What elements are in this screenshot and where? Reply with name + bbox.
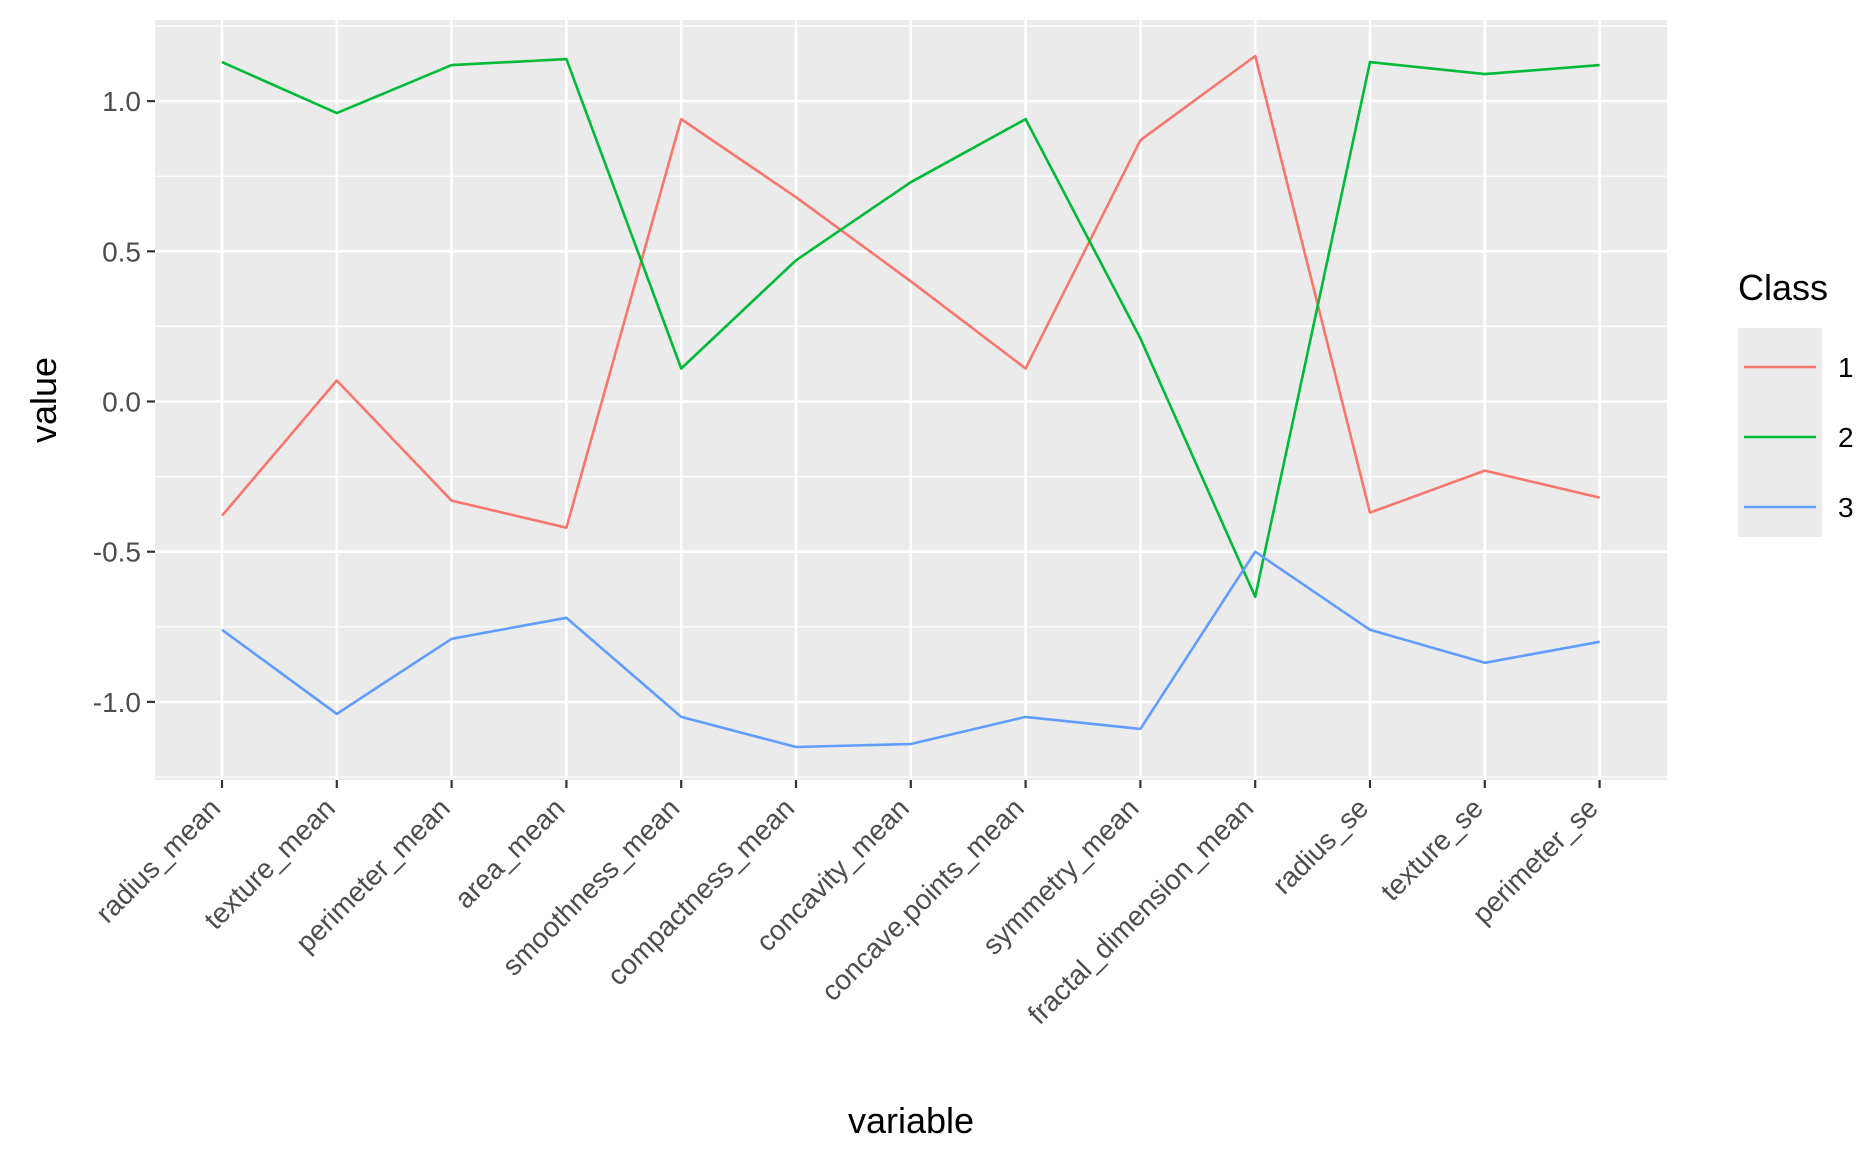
legend-label-1: 1 bbox=[1838, 352, 1854, 383]
legend-items: 1 2 3 bbox=[1744, 352, 1854, 523]
y-tick-label: -0.5 bbox=[93, 537, 141, 568]
y-axis: -1.0 -0.5 0.0 0.5 1.0 bbox=[93, 86, 155, 718]
series-lines bbox=[221, 54, 1600, 749]
x-tick-label: compactness_mean bbox=[601, 792, 800, 991]
major-gridlines bbox=[155, 20, 1667, 780]
y-tick-label: 0.5 bbox=[102, 236, 141, 267]
y-tick-label: 0.0 bbox=[102, 387, 141, 418]
legend-title: Class bbox=[1738, 267, 1828, 308]
x-tick-label: fractal_dimension_mean bbox=[1022, 792, 1260, 1030]
x-axis: radius_meantexture_meanperimeter_meanare… bbox=[90, 780, 1604, 1030]
legend: Class 1 2 3 bbox=[1738, 267, 1854, 537]
x-tick-label: texture_se bbox=[1375, 792, 1489, 906]
series-line-2 bbox=[221, 57, 1600, 599]
series-line-1 bbox=[221, 54, 1600, 530]
y-tick-label: -1.0 bbox=[93, 687, 141, 718]
legend-label-2: 2 bbox=[1838, 422, 1854, 453]
x-tick-label: area_mean bbox=[449, 792, 571, 914]
legend-label-3: 3 bbox=[1838, 492, 1854, 523]
legend-key-background bbox=[1738, 328, 1822, 537]
y-tick-label: 1.0 bbox=[102, 86, 141, 117]
x-tick-label: concave.points_mean bbox=[815, 792, 1030, 1007]
x-tick-label: radius_se bbox=[1266, 792, 1374, 900]
y-axis-title: value bbox=[23, 357, 64, 443]
x-axis-title: variable bbox=[848, 1100, 974, 1141]
series-line-3 bbox=[221, 550, 1600, 749]
